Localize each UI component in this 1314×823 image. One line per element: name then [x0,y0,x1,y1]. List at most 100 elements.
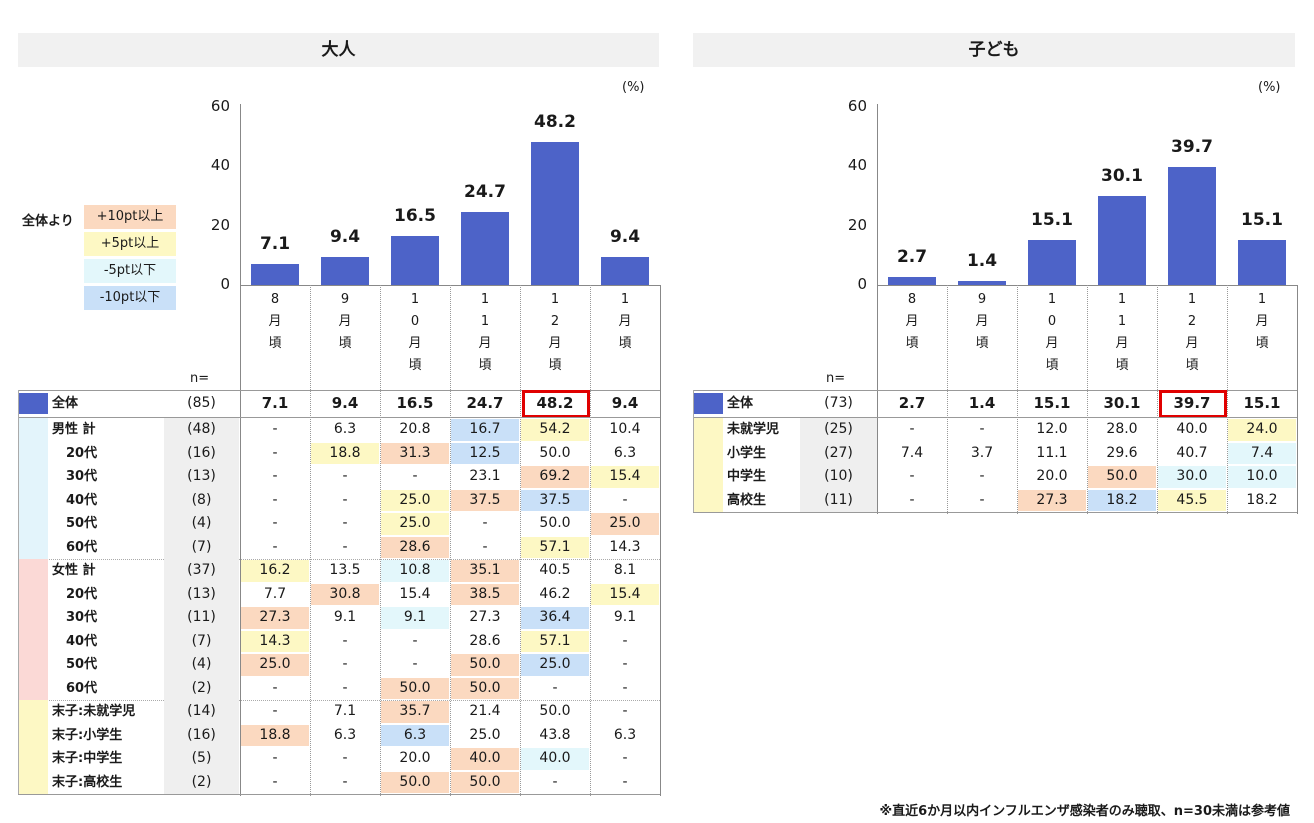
adult-row-n-2-3: (2) [191,773,212,790]
adult-row-n-0-0: (48) [187,421,216,437]
adult-cell-0-0-4: 54.2 [521,419,589,441]
adult-row-n-0-5: (7) [191,538,212,555]
adult-cell-1-4-2: - [412,656,418,672]
adult-y-axis [240,104,241,285]
adult-cell-1-4-4: 25.0 [521,654,589,676]
adult-row-label-1-3: 40代 [66,633,98,649]
child-total-value-0: 2.7 [898,394,926,412]
child-cell-0-2-2: 20.0 [1036,468,1068,484]
adult-row-label-1-0: 女性 計 [52,563,96,578]
adult-cell-0-1-4: 50.0 [539,444,571,461]
adult-n-shade-0 [164,418,239,559]
adult-month-char: 1 [480,292,490,307]
child-row-n-0-0: (25) [824,421,853,437]
child-table-left-border [693,390,694,512]
child-month-char: 0 [1047,314,1057,329]
adult-cell-0-5-4: 57.1 [521,536,589,558]
adult-cell-0-1-1: 18.8 [311,442,379,464]
adult-month-char: 月 [408,336,422,351]
adult-cell-0-1-0: - [272,444,278,461]
adult-col-sep-4 [520,285,521,796]
child-month-char: 1 [1117,314,1127,329]
child-unit-label: (%) [1258,80,1281,95]
child-month-char: 頃 [1255,336,1269,351]
adult-group-line-0 [18,559,660,560]
child-month-label-2: 1 0 月頃 [1017,289,1087,377]
adult-bar-2 [391,236,439,285]
child-month-char: 頃 [1045,358,1059,373]
adult-cell-1-4-1: - [342,656,348,672]
adult-col-sep-5 [590,285,591,796]
adult-cell-1-1-4: 46.2 [539,585,571,602]
adult-cell-0-4-0: - [272,515,278,531]
adult-cell-1-4-5: - [622,656,628,672]
child-y-axis [877,104,878,285]
child-total-value-1: 1.4 [968,394,996,412]
adult-total-label: 全体 [52,396,79,411]
adult-month-char: 月 [618,314,632,329]
child-cell-0-2-4: 30.0 [1158,466,1226,488]
child-month-char: 月 [1255,314,1269,329]
adult-cell-1-3-3: 28.6 [469,632,501,649]
legend-item-1: +5pt以上 [84,232,176,256]
adult-cell-1-5-1: - [342,679,348,696]
adult-month-label-0: 8 月頃 [240,289,310,355]
adult-month-char: 1 [620,292,630,307]
child-month-label-1: 9 月頃 [947,289,1017,355]
adult-total-bottom-line [18,417,660,418]
adult-cell-0-4-2: 25.0 [381,513,449,535]
adult-cell-1-4-3: 50.0 [451,654,519,676]
child-month-char: 頃 [1185,358,1199,373]
adult-cell-0-1-5: 6.3 [613,444,637,461]
adult-month-label-2: 1 0 月頃 [380,289,450,377]
adult-total-value-1: 9.4 [331,394,359,412]
adult-month-char: 0 [410,314,420,329]
adult-y-tick-0: 0 [220,275,230,293]
adult-cell-2-3-4: - [552,773,558,790]
adult-bar-4 [531,142,579,285]
child-n-header: n= [826,371,846,386]
adult-group-bar-2 [18,700,48,794]
child-row-n-0-3: (11) [824,491,853,508]
adult-month-char: 月 [478,336,492,351]
adult-cell-2-1-4: 43.8 [539,726,571,743]
adult-cell-0-1-2: 31.3 [381,442,449,464]
adult-row-n-2-2: (5) [191,750,212,766]
child-bar-3 [1098,195,1146,285]
child-cell-0-0-0: - [909,421,915,437]
child-group-line-0 [693,512,1297,513]
adult-cell-1-3-1: - [342,632,348,649]
adult-cell-1-0-0: 16.2 [241,560,309,582]
adult-bar-label-2: 16.5 [394,206,436,227]
adult-group-line-2 [18,794,660,795]
adult-row-n-2-0: (14) [187,703,216,719]
child-cell-0-1-1: 3.7 [970,444,994,461]
child-group-bar-0 [693,418,723,512]
adult-bar-label-4: 48.2 [534,112,576,132]
adult-cell-1-1-5: 15.4 [591,583,659,605]
adult-month-char: 9 [340,292,350,307]
adult-cell-0-3-4: 37.5 [521,489,589,511]
adult-row-label-2-0: 末子:未就学児 [52,704,136,719]
adult-bar-label-3: 24.7 [464,181,506,202]
adult-cell-0-5-3: - [482,538,488,555]
child-cell-0-2-0: - [909,468,915,484]
adult-row-label-2-3: 末子:高校生 [52,774,123,790]
adult-row-n-1-4: (4) [191,656,212,672]
adult-row-label-1-1: 20代 [66,586,98,602]
adult-cell-0-3-1: - [342,491,348,508]
adult-cell-0-0-5: 10.4 [609,421,641,437]
adult-col-sep-right [660,285,661,796]
adult-cell-2-0-4: 50.0 [539,703,571,719]
child-month-label-4: 1 2 月頃 [1157,289,1227,377]
child-total-value-4: 39.7 [1173,394,1211,412]
adult-cell-2-1-3: 25.0 [469,726,501,743]
child-month-char: 月 [1185,336,1199,351]
child-month-char: 1 [1047,292,1057,307]
adult-row-label-1-4: 50代 [66,657,98,672]
legend-item-3: -10pt以下 [84,286,176,310]
child-month-char: 月 [975,314,989,329]
child-cell-0-0-2: 12.0 [1036,421,1068,437]
legend-item-2: -5pt以下 [84,259,176,283]
child-total-bottom-line [693,417,1297,418]
